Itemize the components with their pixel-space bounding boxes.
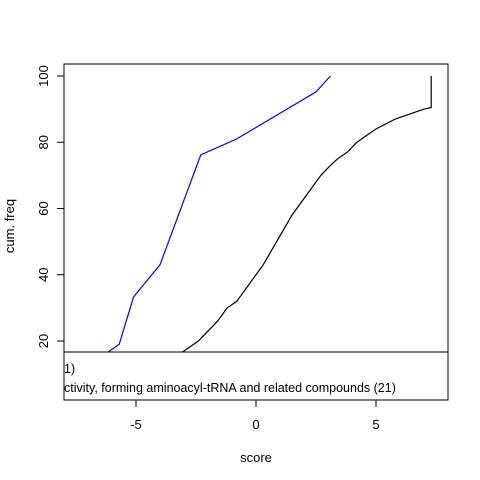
series-line-1 [107, 75, 331, 352]
y-tick-label: 40 [36, 268, 51, 282]
legend-box [63, 351, 449, 401]
y-axis: 20 40 60 80 100 [36, 65, 64, 348]
y-tick-label: 100 [36, 65, 51, 87]
x-axis: -5 0 5 [130, 400, 380, 432]
series-line-2 [181, 76, 432, 352]
legend-entry-1: 1) [64, 362, 75, 376]
x-tick-label: -5 [130, 417, 142, 432]
y-axis-label: cum. freq [2, 199, 17, 253]
x-tick-label: 0 [252, 417, 259, 432]
y-tick-label: 20 [36, 334, 51, 348]
plot-frame [63, 63, 449, 401]
x-axis-label: score [240, 450, 272, 465]
legend-entry-2: ctivity, forming aminoacyl-tRNA and rela… [64, 381, 396, 395]
series-layer [107, 75, 432, 352]
x-tick-label: 5 [372, 417, 379, 432]
y-tick-label: 80 [36, 135, 51, 149]
y-tick-label: 60 [36, 201, 51, 215]
